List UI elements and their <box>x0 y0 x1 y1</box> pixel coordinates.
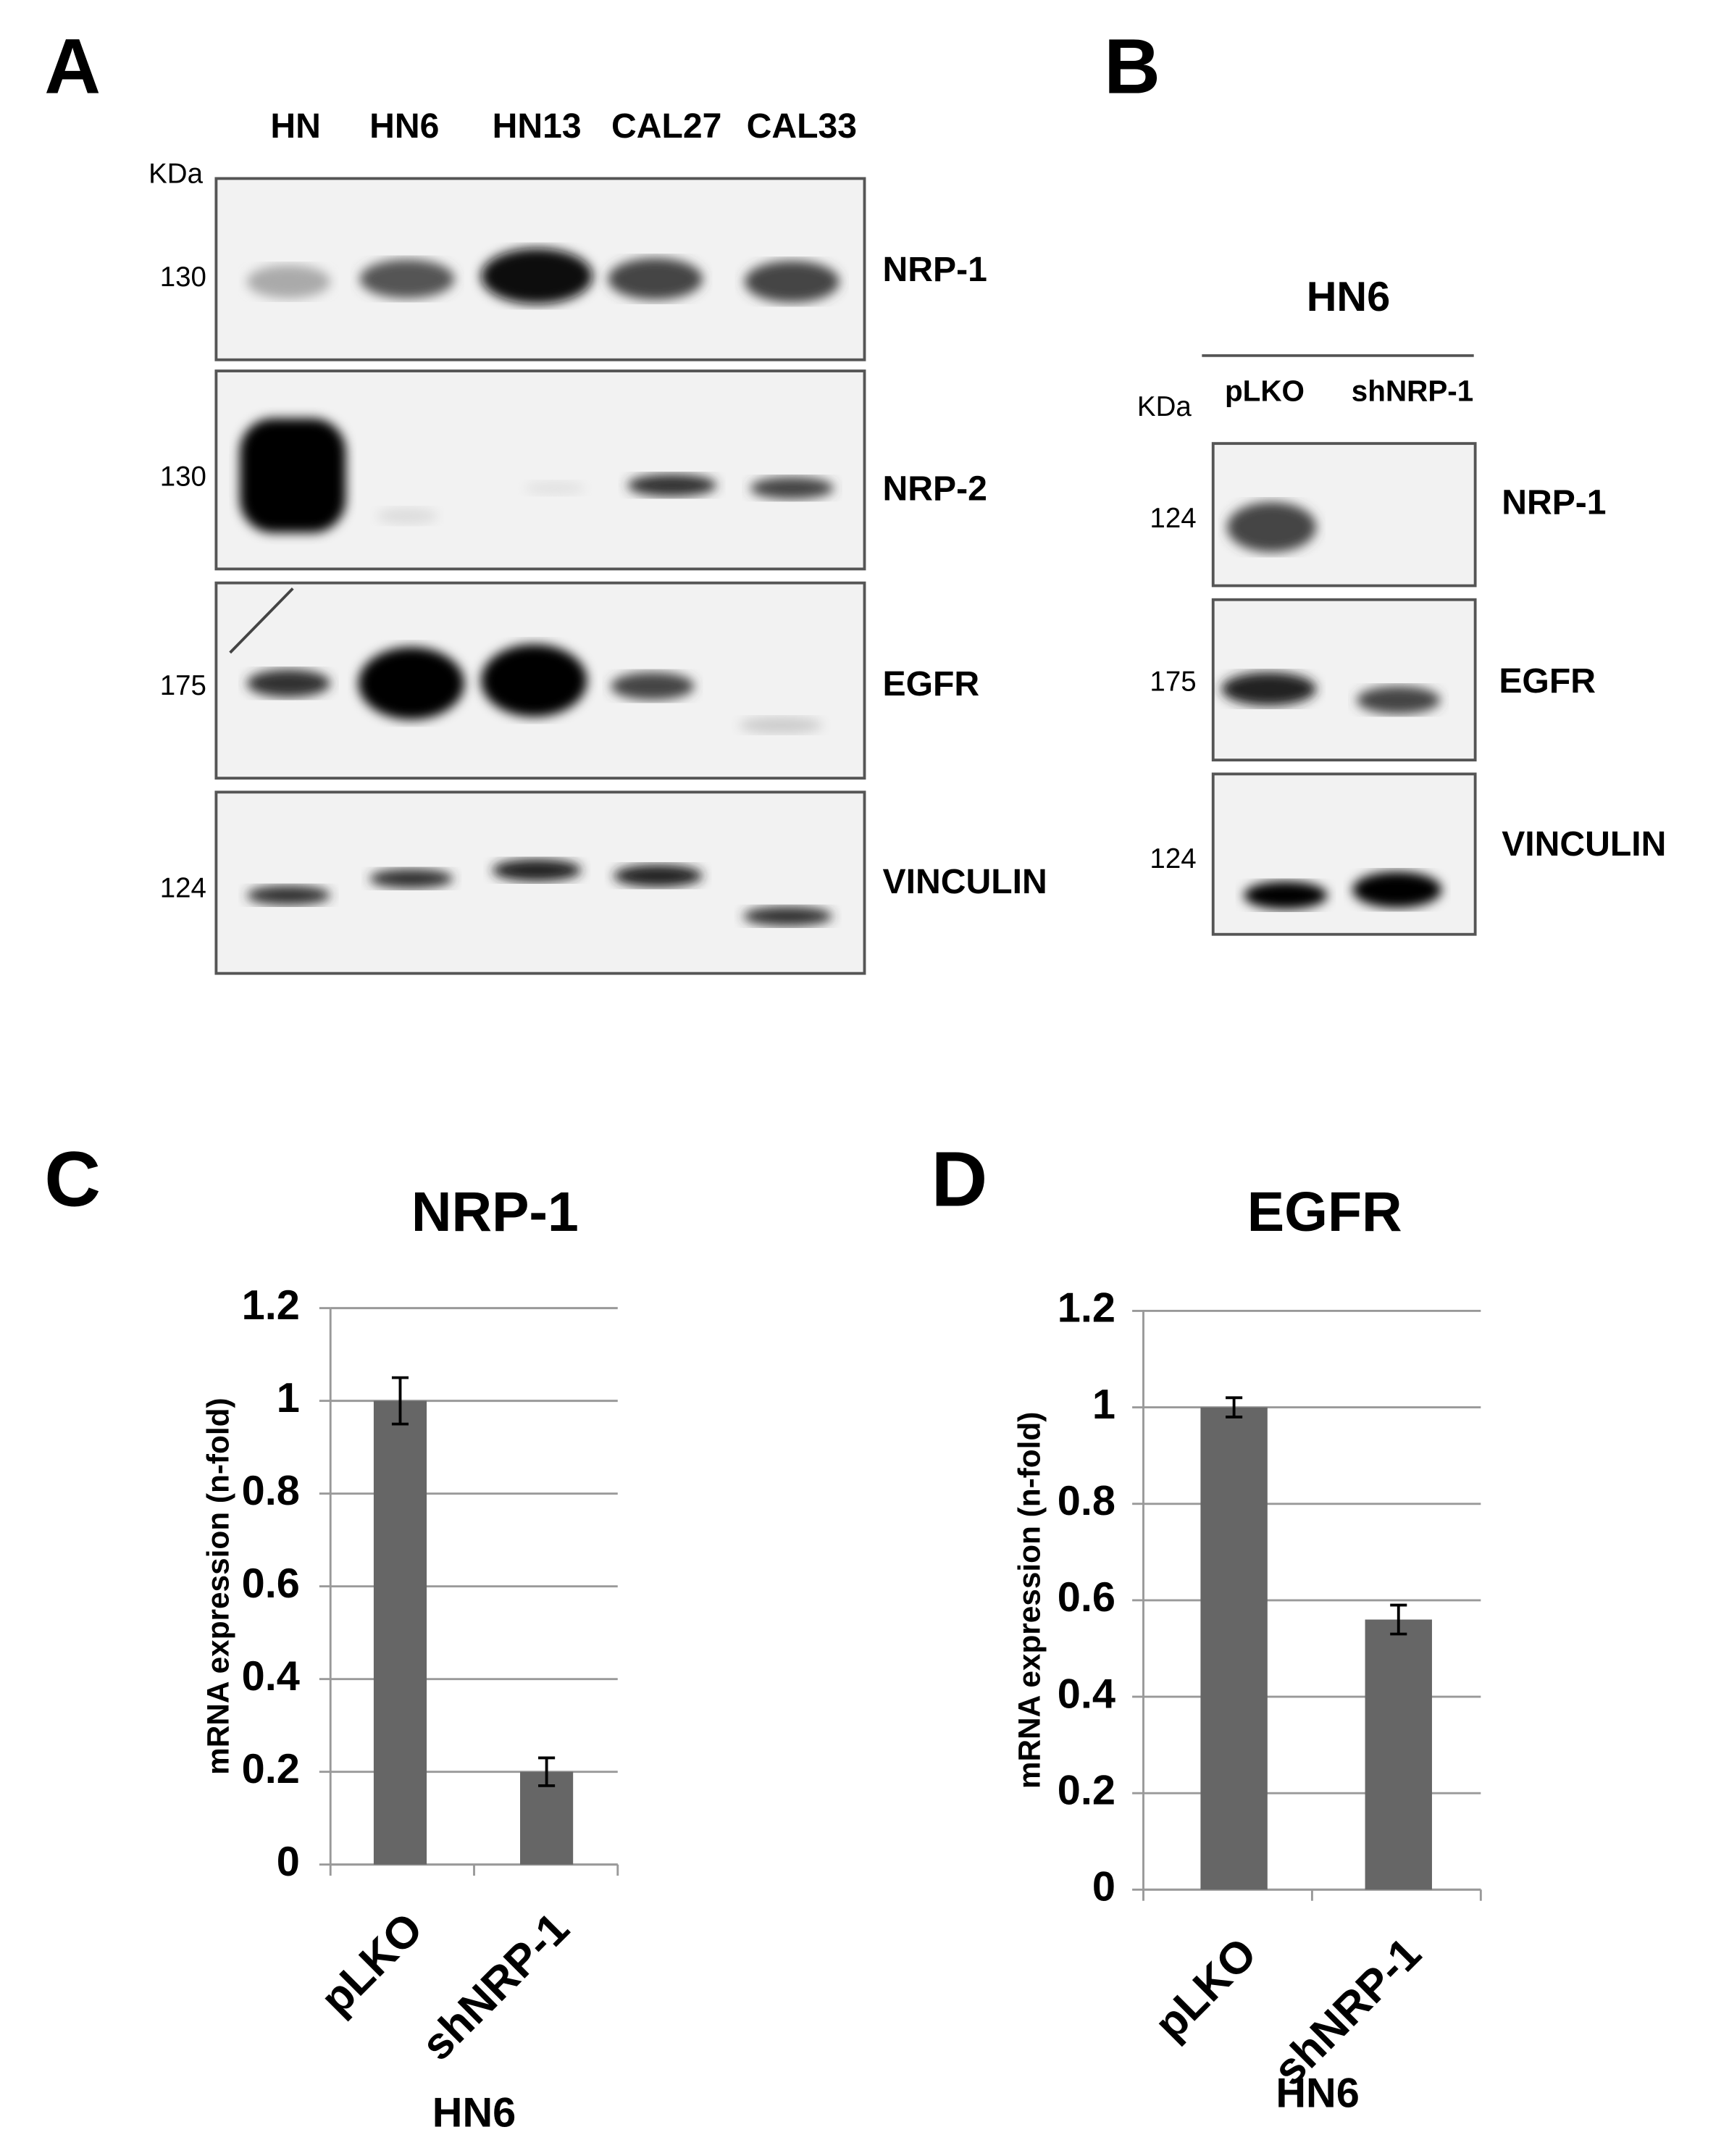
y-tick-label: 0 <box>277 1839 300 1885</box>
lane-label: HN6 <box>369 106 439 146</box>
bar <box>1365 1619 1432 1890</box>
lane-label: CAL33 <box>747 106 857 146</box>
kda-value: 124 <box>160 872 206 903</box>
y-tick-label: 1.2 <box>242 1282 300 1329</box>
y-tick-label: 0.6 <box>242 1560 300 1607</box>
kda-value: 130 <box>160 461 206 492</box>
blot-name: VINCULIN <box>883 862 1047 901</box>
band <box>614 864 703 887</box>
band <box>743 906 833 927</box>
y-tick-label: 0.4 <box>1058 1671 1115 1717</box>
bands <box>1221 501 1442 910</box>
panel-label: B <box>1104 22 1160 110</box>
band <box>359 259 455 298</box>
blot-name: NRP-2 <box>883 469 987 508</box>
kda-label: KDa <box>148 159 203 190</box>
band <box>492 858 582 882</box>
blot-name: NRP-1 <box>883 250 987 289</box>
y-tick-label: 0.8 <box>1058 1478 1115 1524</box>
panel-label: D <box>931 1135 987 1223</box>
x-axis-label: HN6 <box>1276 2070 1360 2116</box>
y-tick-label: 0.6 <box>1058 1574 1115 1621</box>
band <box>1226 501 1317 553</box>
band <box>524 481 586 496</box>
kda-value: 124 <box>1150 503 1196 534</box>
band <box>369 869 453 889</box>
band <box>246 264 331 298</box>
kda-label: KDa <box>1137 391 1192 422</box>
y-tick-label: 0.8 <box>242 1468 300 1514</box>
bar <box>1200 1407 1268 1890</box>
panel-label: A <box>44 22 101 110</box>
x-tick-label: pLKO <box>1145 1929 1266 2050</box>
band <box>481 248 593 304</box>
blot-name: EGFR <box>883 664 980 703</box>
band <box>739 716 823 734</box>
y-tick-label: 0.2 <box>242 1746 300 1792</box>
kda-value: 175 <box>160 670 206 701</box>
y-tick-label: 1 <box>1092 1382 1115 1428</box>
band <box>1244 881 1328 910</box>
band <box>481 644 587 717</box>
y-tick-label: 1 <box>277 1375 300 1421</box>
lane-label: HN13 <box>493 106 582 146</box>
x-axis-label: HN6 <box>432 2089 516 2136</box>
error-bar <box>1390 1603 1407 1636</box>
panel-title: HN6 <box>1307 274 1391 320</box>
blot-name: NRP-1 <box>1502 483 1606 522</box>
blot-name: EGFR <box>1499 661 1596 701</box>
blot <box>214 790 866 975</box>
y-tick-label: 0.2 <box>1058 1767 1115 1813</box>
band <box>240 418 346 533</box>
y-axis-label: mRNA expression (n-fold) <box>201 1397 235 1775</box>
band <box>1352 872 1442 908</box>
panel-label: C <box>44 1135 101 1223</box>
chart-title: EGFR <box>1247 1181 1402 1243</box>
band <box>1357 686 1441 714</box>
kda-value: 175 <box>1150 666 1196 697</box>
error-bar <box>391 1376 409 1426</box>
band <box>608 258 703 300</box>
lane-label: pLKO <box>1225 375 1305 408</box>
lane-label: HN <box>270 106 321 146</box>
y-tick-label: 1.2 <box>1058 1285 1115 1332</box>
bands <box>229 248 840 927</box>
kda-value: 130 <box>160 262 206 293</box>
y-axis-label: mRNA expression (n-fold) <box>1013 1412 1047 1789</box>
band <box>246 669 331 698</box>
y-tick-label: 0 <box>1092 1864 1115 1910</box>
lane-label: CAL27 <box>611 106 721 146</box>
band <box>358 647 465 720</box>
chart-title: NRP-1 <box>411 1181 579 1243</box>
bar <box>520 1771 574 1865</box>
error-bar <box>1226 1396 1243 1418</box>
band <box>376 507 438 525</box>
band <box>627 474 717 497</box>
x-tick-label: pLKO <box>311 1903 432 2024</box>
band <box>744 260 840 303</box>
error-bar <box>538 1756 556 1787</box>
blot-name: VINCULIN <box>1502 824 1666 864</box>
band <box>611 672 695 701</box>
x-tick-label: shNRP-1 <box>412 1903 579 2070</box>
band <box>750 477 834 500</box>
band <box>246 885 331 906</box>
y-tick-label: 0.4 <box>242 1653 300 1700</box>
bar <box>373 1400 427 1865</box>
kda-value: 124 <box>1150 843 1196 874</box>
lane-label: shNRP-1 <box>1352 375 1473 408</box>
blot <box>1211 772 1477 936</box>
artifact <box>229 587 294 654</box>
band <box>1221 672 1317 706</box>
